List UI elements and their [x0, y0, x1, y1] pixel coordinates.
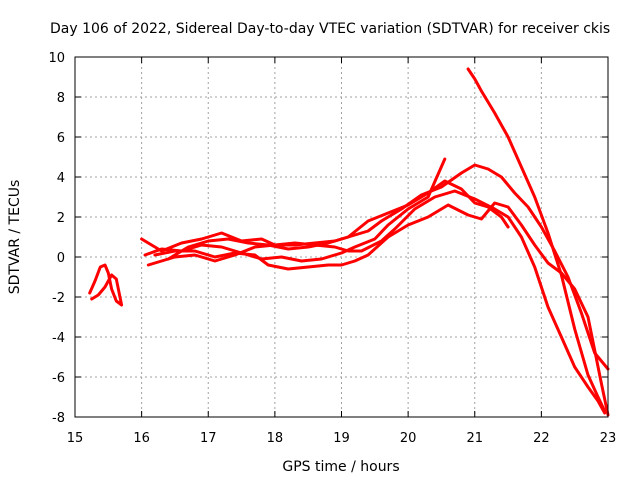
- y-tick-label: 0: [57, 251, 65, 266]
- x-tick-label: 23: [600, 431, 617, 446]
- x-axis-label: GPS time / hours: [282, 459, 399, 475]
- x-tick-label: 19: [333, 431, 350, 446]
- chart-title: Day 106 of 2022, Sidereal Day-to-day VTE…: [50, 21, 610, 37]
- data-series: [88, 67, 610, 417]
- grid: [75, 57, 608, 417]
- series-track-e: [166, 163, 610, 371]
- x-tick-label: 20: [400, 431, 417, 446]
- x-tick-label: 18: [267, 431, 284, 446]
- x-tick-label: 22: [533, 431, 550, 446]
- y-tick-label: -4: [52, 331, 65, 346]
- y-tick-label: 4: [57, 171, 65, 186]
- y-tick-label: -2: [52, 291, 65, 306]
- x-tick-label: 15: [67, 431, 84, 446]
- y-tick-label: -6: [52, 371, 65, 386]
- y-tick-label: 10: [48, 51, 65, 66]
- y-tick-label: 8: [57, 91, 65, 106]
- y-tick-label: -8: [52, 411, 65, 426]
- axis-ticks: 15 16 17 18 19 20 21 22 23 -8 -6 -4 -2 0 2 4 6 8 10: [48, 51, 616, 446]
- x-tick-label: 17: [200, 431, 217, 446]
- series-track-b: [143, 157, 447, 263]
- series-track-c: [146, 189, 607, 415]
- x-tick-label: 16: [133, 431, 150, 446]
- y-axis-label: SDTVAR / TECUs: [7, 180, 23, 295]
- series-track-f: [466, 67, 607, 413]
- y-tick-label: 2: [57, 211, 65, 226]
- series-cluster-15h: [88, 263, 124, 307]
- x-tick-label: 21: [466, 431, 483, 446]
- y-tick-label: 6: [57, 131, 65, 146]
- series-track-d: [153, 201, 610, 417]
